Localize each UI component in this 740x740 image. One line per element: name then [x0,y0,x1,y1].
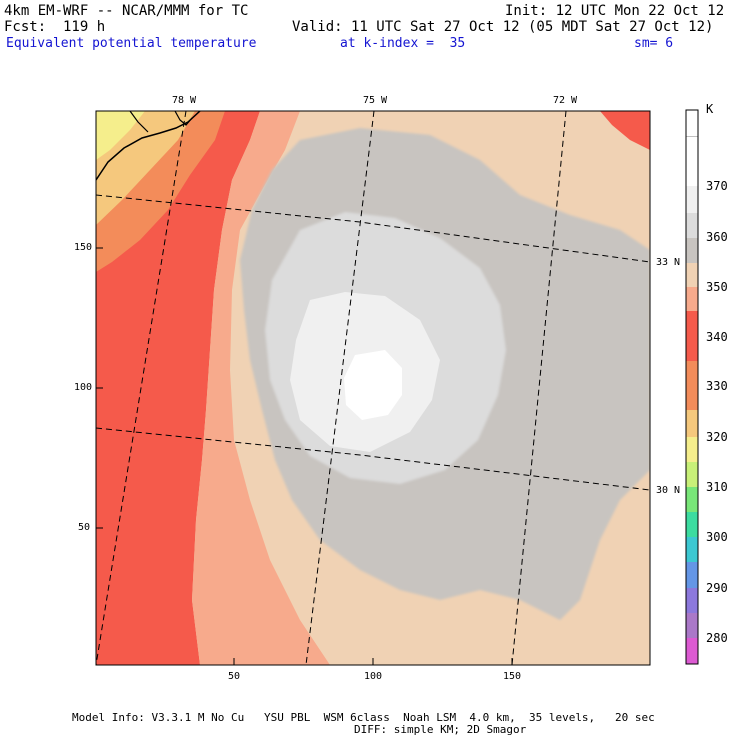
colorbar-label-280: 280 [706,631,728,645]
smoothing: sm= 6 [634,36,674,51]
lat-label-33n: 33 N [656,257,681,268]
colorbar-label-310: 310 [706,480,728,494]
coastline [96,111,201,181]
k-index: at k-index = 35 [340,36,466,51]
meridian-75w [305,111,375,665]
lon-label-78w: 78 W [172,95,197,106]
valid-time: Valid: 11 UTC Sat 27 Oct 12 (05 MDT Sat … [292,19,714,35]
colorbar-label-290: 290 [706,581,728,595]
colorbar-label-330: 330 [706,379,728,393]
parallel-30n [96,427,650,491]
axis-ticks [96,247,513,665]
latlon-grid [96,111,650,665]
model-info: Model Info: V3.3.1 M No Cu YSU PBL WSM 6… [72,711,655,724]
colorbar-label-320: 320 [706,430,728,444]
colorbar-label-350: 350 [706,280,728,294]
lon-label-75w: 75 W [363,95,388,106]
colorbar [685,109,699,665]
x-tick-100: 100 [364,671,383,682]
colorbar-label-340: 340 [706,330,728,344]
parallel-33n [96,194,650,263]
lon-label-72w: 72 W [553,95,578,106]
meridian-72w [511,111,567,665]
y-tick-50: 50 [78,522,91,533]
colorbar-unit: K [706,102,714,116]
x-tick-50: 50 [228,671,241,682]
y-tick-100: 100 [74,382,93,393]
colorbar-label-360: 360 [706,230,728,244]
init-time: Init: 12 UTC Mon 22 Oct 12 [505,3,725,19]
lat-label-30n: 30 N [656,485,681,496]
model-title: 4km EM-WRF -- NCAR/MMM for TC [4,3,249,19]
x-tick-150: 150 [503,671,522,682]
colorbar-label-300: 300 [706,530,728,544]
colorbar-label-370: 370 [706,179,728,193]
diff-info: DIFF: simple KM; 2D Smagor [354,723,527,736]
field-name: Equivalent potential temperature [6,36,257,51]
meridian-78w [96,111,187,665]
y-tick-150: 150 [74,242,93,253]
forecast-hour: Fcst: 119 h [4,19,106,35]
temperature-field [96,111,650,665]
